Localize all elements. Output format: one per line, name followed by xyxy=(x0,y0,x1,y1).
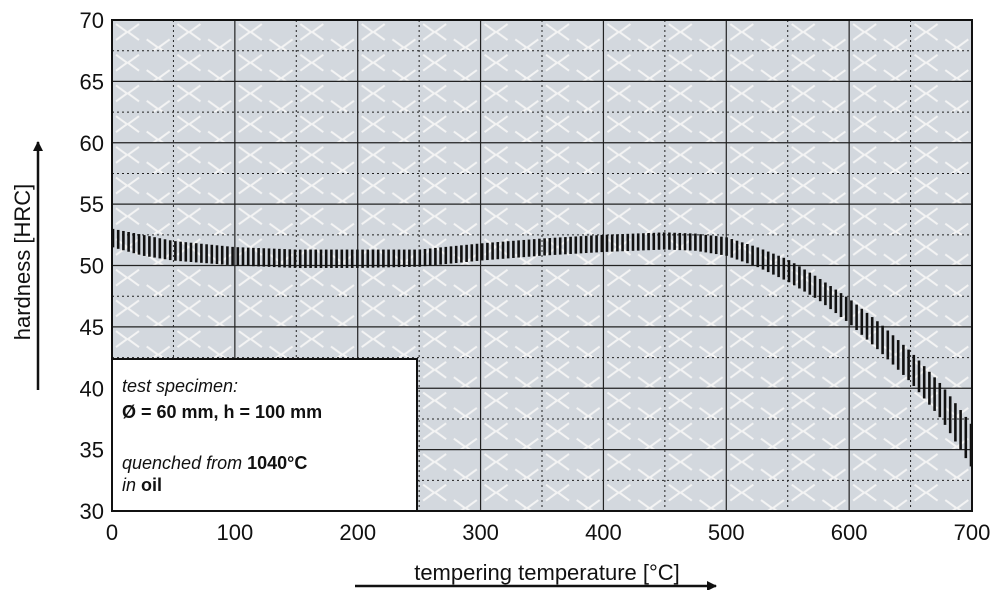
y-tick-label: 65 xyxy=(80,69,104,94)
y-tick-label: 60 xyxy=(80,131,104,156)
y-tick-label: 35 xyxy=(80,438,104,463)
x-tick-label: 600 xyxy=(831,520,868,545)
legend-line-2: Ø = 60 mm, h = 100 mm xyxy=(122,402,322,422)
x-tick-label: 0 xyxy=(106,520,118,545)
specimen-legend-box: test specimen: Ø = 60 mm, h = 100 mm que… xyxy=(111,358,418,512)
x-tick-label: 400 xyxy=(585,520,622,545)
x-tick-label: 100 xyxy=(216,520,253,545)
x-tick-label: 200 xyxy=(339,520,376,545)
y-tick-label: 70 xyxy=(80,8,104,33)
legend-line-4: in oil xyxy=(122,475,162,495)
y-tick-labels: 30 35 40 45 50 55 60 65 70 xyxy=(80,8,104,524)
x-tick-label: 500 xyxy=(708,520,745,545)
x-tick-labels: 0 100 200 300 400 500 600 700 xyxy=(106,520,990,545)
x-axis-title: tempering temperature [°C] xyxy=(414,560,680,585)
y-axis-title: hardness [HRC] xyxy=(10,184,35,341)
y-tick-label: 50 xyxy=(80,254,104,279)
legend-line-1: test specimen: xyxy=(122,376,238,396)
y-tick-label: 30 xyxy=(80,499,104,524)
x-tick-label: 300 xyxy=(462,520,499,545)
y-tick-label: 55 xyxy=(80,192,104,217)
y-tick-label: 40 xyxy=(80,376,104,401)
x-tick-label: 700 xyxy=(954,520,991,545)
y-tick-label: 45 xyxy=(80,315,104,340)
hardness-band xyxy=(112,228,972,467)
legend-line-3: quenched from 1040°C xyxy=(122,453,307,473)
plot-frame xyxy=(111,19,973,512)
